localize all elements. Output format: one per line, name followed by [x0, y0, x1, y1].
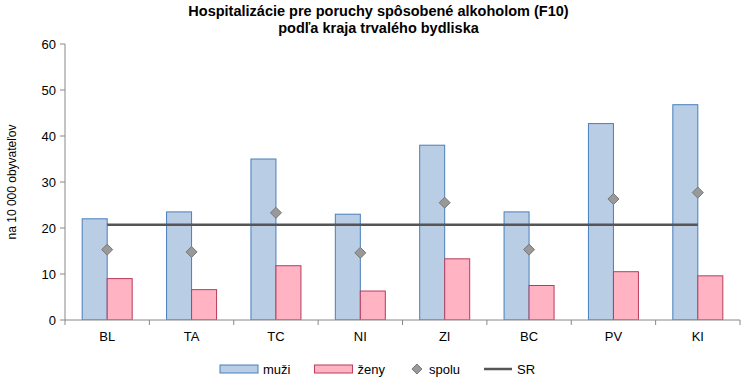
x-tick-label: BC: [520, 329, 538, 344]
chart: Hospitalizácie pre poruchy spôsobené alk…: [0, 0, 747, 380]
x-tick: [233, 320, 234, 325]
x-tick: [486, 320, 487, 325]
y-tick: [60, 274, 65, 275]
y-tick-label: 0: [49, 313, 56, 328]
y-axis-label: na 10 000 obyvateľov: [5, 125, 19, 240]
x-tick-label: BL: [99, 329, 115, 344]
bar: [445, 259, 470, 320]
x-tick: [655, 320, 656, 325]
x-tick-label: PV: [605, 329, 623, 344]
legend-label: spolu: [429, 362, 460, 377]
point: [102, 244, 113, 255]
y-tick: [60, 44, 65, 45]
y-tick-label: 10: [42, 267, 56, 282]
bar: [107, 279, 132, 320]
x-tick-label: NI: [354, 329, 367, 344]
point: [439, 197, 450, 208]
plot-marks: [82, 105, 723, 320]
bar: [251, 159, 276, 320]
x-tick: [740, 320, 741, 325]
y-tick-label: 60: [42, 37, 56, 52]
legend-swatch: [314, 365, 352, 373]
bar: [335, 214, 360, 320]
legend-label: ženy: [357, 362, 385, 377]
line: [107, 224, 698, 227]
y-tick-label: 20: [42, 221, 56, 236]
bar: [698, 276, 723, 320]
bar: [673, 105, 698, 320]
x-tick: [65, 320, 66, 325]
y-tick-label: 40: [42, 129, 56, 144]
subtitle: podľa kraja trvalého bydliska: [278, 20, 480, 36]
x-tick: [149, 320, 150, 325]
point: [608, 194, 619, 205]
legend-swatch: [484, 368, 512, 371]
x-tick: [402, 320, 403, 325]
bar: [420, 145, 445, 320]
y-tick: [60, 182, 65, 183]
bar: [613, 272, 638, 320]
y-tick-label: 30: [42, 175, 56, 190]
bar: [192, 290, 217, 320]
y-tick-label: 50: [42, 83, 56, 98]
legend-swatch: [220, 365, 258, 373]
y-tick: [60, 90, 65, 91]
bar: [588, 124, 613, 320]
x-tick: [318, 320, 319, 325]
bar: [504, 212, 529, 320]
bar: [276, 266, 301, 320]
bar: [360, 291, 385, 320]
bar: [167, 212, 192, 320]
y-tick: [60, 320, 65, 321]
point: [186, 246, 197, 257]
x-tick-label: ZI: [439, 329, 451, 344]
legend-swatch: [412, 364, 422, 374]
bar: [82, 219, 107, 320]
bar: [529, 286, 554, 321]
legend-label: muži: [263, 362, 291, 377]
y-tick: [60, 136, 65, 137]
y-tick: [60, 228, 65, 229]
x-tick-label: TC: [267, 329, 284, 344]
x-axis: [65, 320, 740, 321]
legend: muži ženy spolu SR: [220, 362, 535, 377]
x-tick: [571, 320, 572, 325]
x-tick-label: TA: [184, 329, 200, 344]
y-axis: [65, 44, 66, 320]
point: [692, 187, 703, 198]
title: Hospitalizácie pre poruchy spôsobené alk…: [188, 3, 568, 19]
point: [270, 207, 281, 218]
legend-label: SR: [517, 362, 535, 377]
point: [355, 247, 366, 258]
point: [524, 244, 535, 255]
x-tick-label: KI: [692, 329, 704, 344]
